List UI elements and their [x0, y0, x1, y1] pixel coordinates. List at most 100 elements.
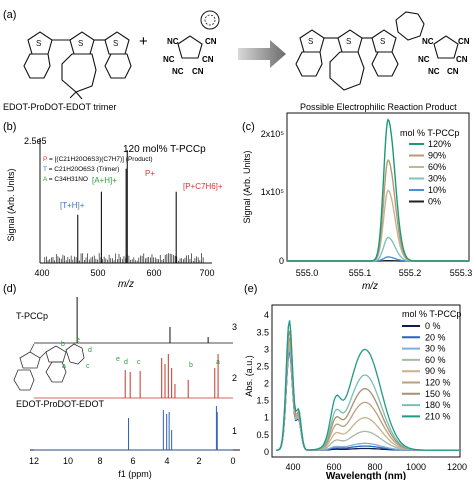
svg-text:T = C21H20O6S3 (Trimer): T = C21H20O6S3 (Trimer)	[43, 166, 119, 173]
product-s-atom: S	[346, 37, 351, 46]
plot-e-x-axis-label: Wavelength (nm)	[326, 471, 406, 480]
plot-e-legend-label: 20 %	[425, 332, 446, 342]
plot-e-legend-label: 180 %	[425, 400, 451, 410]
ms-x-axis-label: m/z	[118, 279, 134, 290]
panel-c: (c) Signal (Arb. Units) 0 1x10⁵ 2x10⁵ 55…	[242, 112, 473, 292]
ms-x-tick: 500	[90, 268, 105, 278]
tpccp-reagent: NC CN NC CN NC CN	[163, 10, 220, 76]
plot-c-x-tick: 555.2	[399, 268, 422, 278]
nmr-x-tick: 4	[164, 456, 169, 466]
plus-sign: +	[139, 33, 148, 50]
reaction-arrow	[238, 40, 286, 68]
product-anion: NC CN NC CN NC CN	[418, 35, 470, 76]
nmr-x-tick: 2	[196, 456, 201, 466]
anion-cn-label: CN	[458, 37, 470, 46]
plot-e-x-tick: 1000	[406, 462, 426, 472]
plot-e-x-tick: 600	[326, 462, 341, 472]
trace-label-tpccp: T-PCCp	[16, 311, 48, 321]
plot-e-x-tick: 1200	[447, 462, 467, 472]
panel-e-label: (e)	[244, 283, 257, 295]
nmr-peak-letter: b	[189, 362, 193, 369]
plot-e-y-tick: 2.5	[256, 361, 269, 371]
svg-text:P = [(C21H20O6S3)(C7H7)] (Pro: P = [(C21H20O6S3)(C7H7)] (Product)	[43, 156, 153, 163]
plot-e-y-tick: 3	[264, 344, 269, 354]
panel-a: (a) S S S EDOT-ProDOT-EDOT trimer +	[3, 9, 470, 112]
peak-label-p-c7h6: [P+C7H6]+	[183, 182, 223, 191]
plot-c-x-tick: 555.3	[450, 268, 473, 278]
anion-nc-label: NC	[418, 55, 430, 64]
plot-c-legend-label: 0%	[428, 197, 441, 207]
plot-e-x-tick: 800	[367, 462, 382, 472]
panel-d: (d) 12 10 8 6 4 2 0 f1 (ppm) T-PCCp EDOT…	[3, 283, 240, 479]
plot-c-x-tick: 555.0	[296, 268, 319, 278]
plot-e-legend-label: 0 %	[425, 321, 441, 331]
ms-x-tick: 700	[199, 268, 214, 278]
plot-e-y-ticks: 0 0.5 1 1.5 2 2.5 3 3.5 4	[256, 310, 269, 457]
ms-x-tick: 600	[146, 268, 161, 278]
nmr-x-tick: 12	[29, 456, 39, 466]
plot-e-y-tick: 3.5	[256, 327, 269, 337]
ms-title: 120 mol% T-PCCp	[123, 144, 206, 155]
plot-e-y-tick: 0	[264, 447, 269, 457]
nmr-x-tick: 8	[97, 456, 102, 466]
plot-c-legend-label: 90%	[428, 151, 446, 161]
reagent-cn-label: CN	[192, 67, 204, 76]
panel-c-label: (c)	[242, 121, 255, 133]
plot-c-legend-label: 60%	[428, 162, 446, 172]
plot-e-legend-label: 120 %	[425, 378, 451, 388]
ms-legend: P = [(C21H20O6S3)(C7H7)] (Product) T = C…	[43, 156, 153, 183]
legend-key-p: P	[43, 156, 47, 163]
legend-text-p: = [(C21H20O6S3)(C7H7)] (Product)	[47, 156, 152, 163]
nmr-x-tick: 10	[63, 456, 73, 466]
trace-number: 3	[232, 322, 237, 332]
plot-e-legend: 0 %20 % 30 %60 %90 % 120 %150 %180 %210 %	[402, 321, 451, 421]
structure-letter: d	[88, 347, 92, 354]
ms-y-axis-label: Signal (Arb. Units)	[6, 168, 16, 241]
legend-key-a: A	[43, 176, 48, 183]
nmr-peak-letter: d	[124, 359, 128, 366]
trimer-caption: EDOT-ProDOT-EDOT trimer	[3, 102, 116, 112]
plot-c-legend-label: 30%	[428, 174, 446, 184]
plot-e-series-line	[276, 320, 460, 451]
nmr-peak-letter: e	[116, 356, 120, 363]
structure-letter: c	[86, 363, 90, 370]
structure-letter: e	[76, 337, 80, 344]
scale-label: 2.5e5	[24, 136, 47, 146]
ms-x-tick: 400	[34, 268, 49, 278]
plot-e-legend-label: 60 %	[425, 355, 446, 365]
plot-c-y-tick: 0	[279, 256, 284, 266]
product-structure	[295, 11, 425, 91]
trace-number: 2	[232, 373, 237, 383]
legend-text-a: = C34H31NO	[47, 176, 88, 183]
nmr-peak-letter: c	[137, 359, 141, 366]
panel-a-label: (a)	[3, 9, 16, 21]
trimer-s-atom: S	[78, 39, 83, 48]
panel-b-label: (b)	[3, 121, 16, 133]
plot-e-y-tick: 1.5	[256, 396, 269, 406]
reagent-nc-label: NC	[167, 37, 179, 46]
plot-c-series-line	[287, 118, 469, 262]
peak-label-t-h: [T+H]+	[60, 201, 85, 210]
trimer-structure	[23, 31, 132, 100]
plot-e-x-tick: 400	[285, 462, 300, 472]
nmr-x-axis-label: f1 (ppm)	[118, 469, 152, 479]
structure-letter: b	[61, 341, 65, 348]
tropylium-icon	[200, 10, 220, 30]
reagent-cn-label: CN	[205, 37, 217, 46]
plot-c-y-tick: 1x10⁵	[261, 187, 285, 197]
plot-e-legend-label: 210 %	[425, 411, 451, 421]
anion-nc-label: NC	[428, 67, 440, 76]
plot-c-legend-label: 10%	[428, 185, 446, 195]
plot-e-frame	[271, 304, 461, 458]
product-s-atom: S	[380, 37, 385, 46]
anion-cn-label: CN	[456, 55, 468, 64]
legend-text-t: = C21H20O6S3 (Trimer)	[47, 166, 120, 173]
plot-c-x-axis-label: m/z	[362, 281, 378, 292]
plot-e-legend-label: 30 %	[425, 344, 446, 354]
trace-number: 1	[232, 426, 237, 436]
plot-c-x-tick: 555.1	[349, 268, 372, 278]
nmr-x-tick: 6	[130, 456, 135, 466]
product-caption: Possible Electrophilic Reaction Product	[300, 102, 457, 112]
plot-e-y-tick: 0.5	[256, 430, 269, 440]
